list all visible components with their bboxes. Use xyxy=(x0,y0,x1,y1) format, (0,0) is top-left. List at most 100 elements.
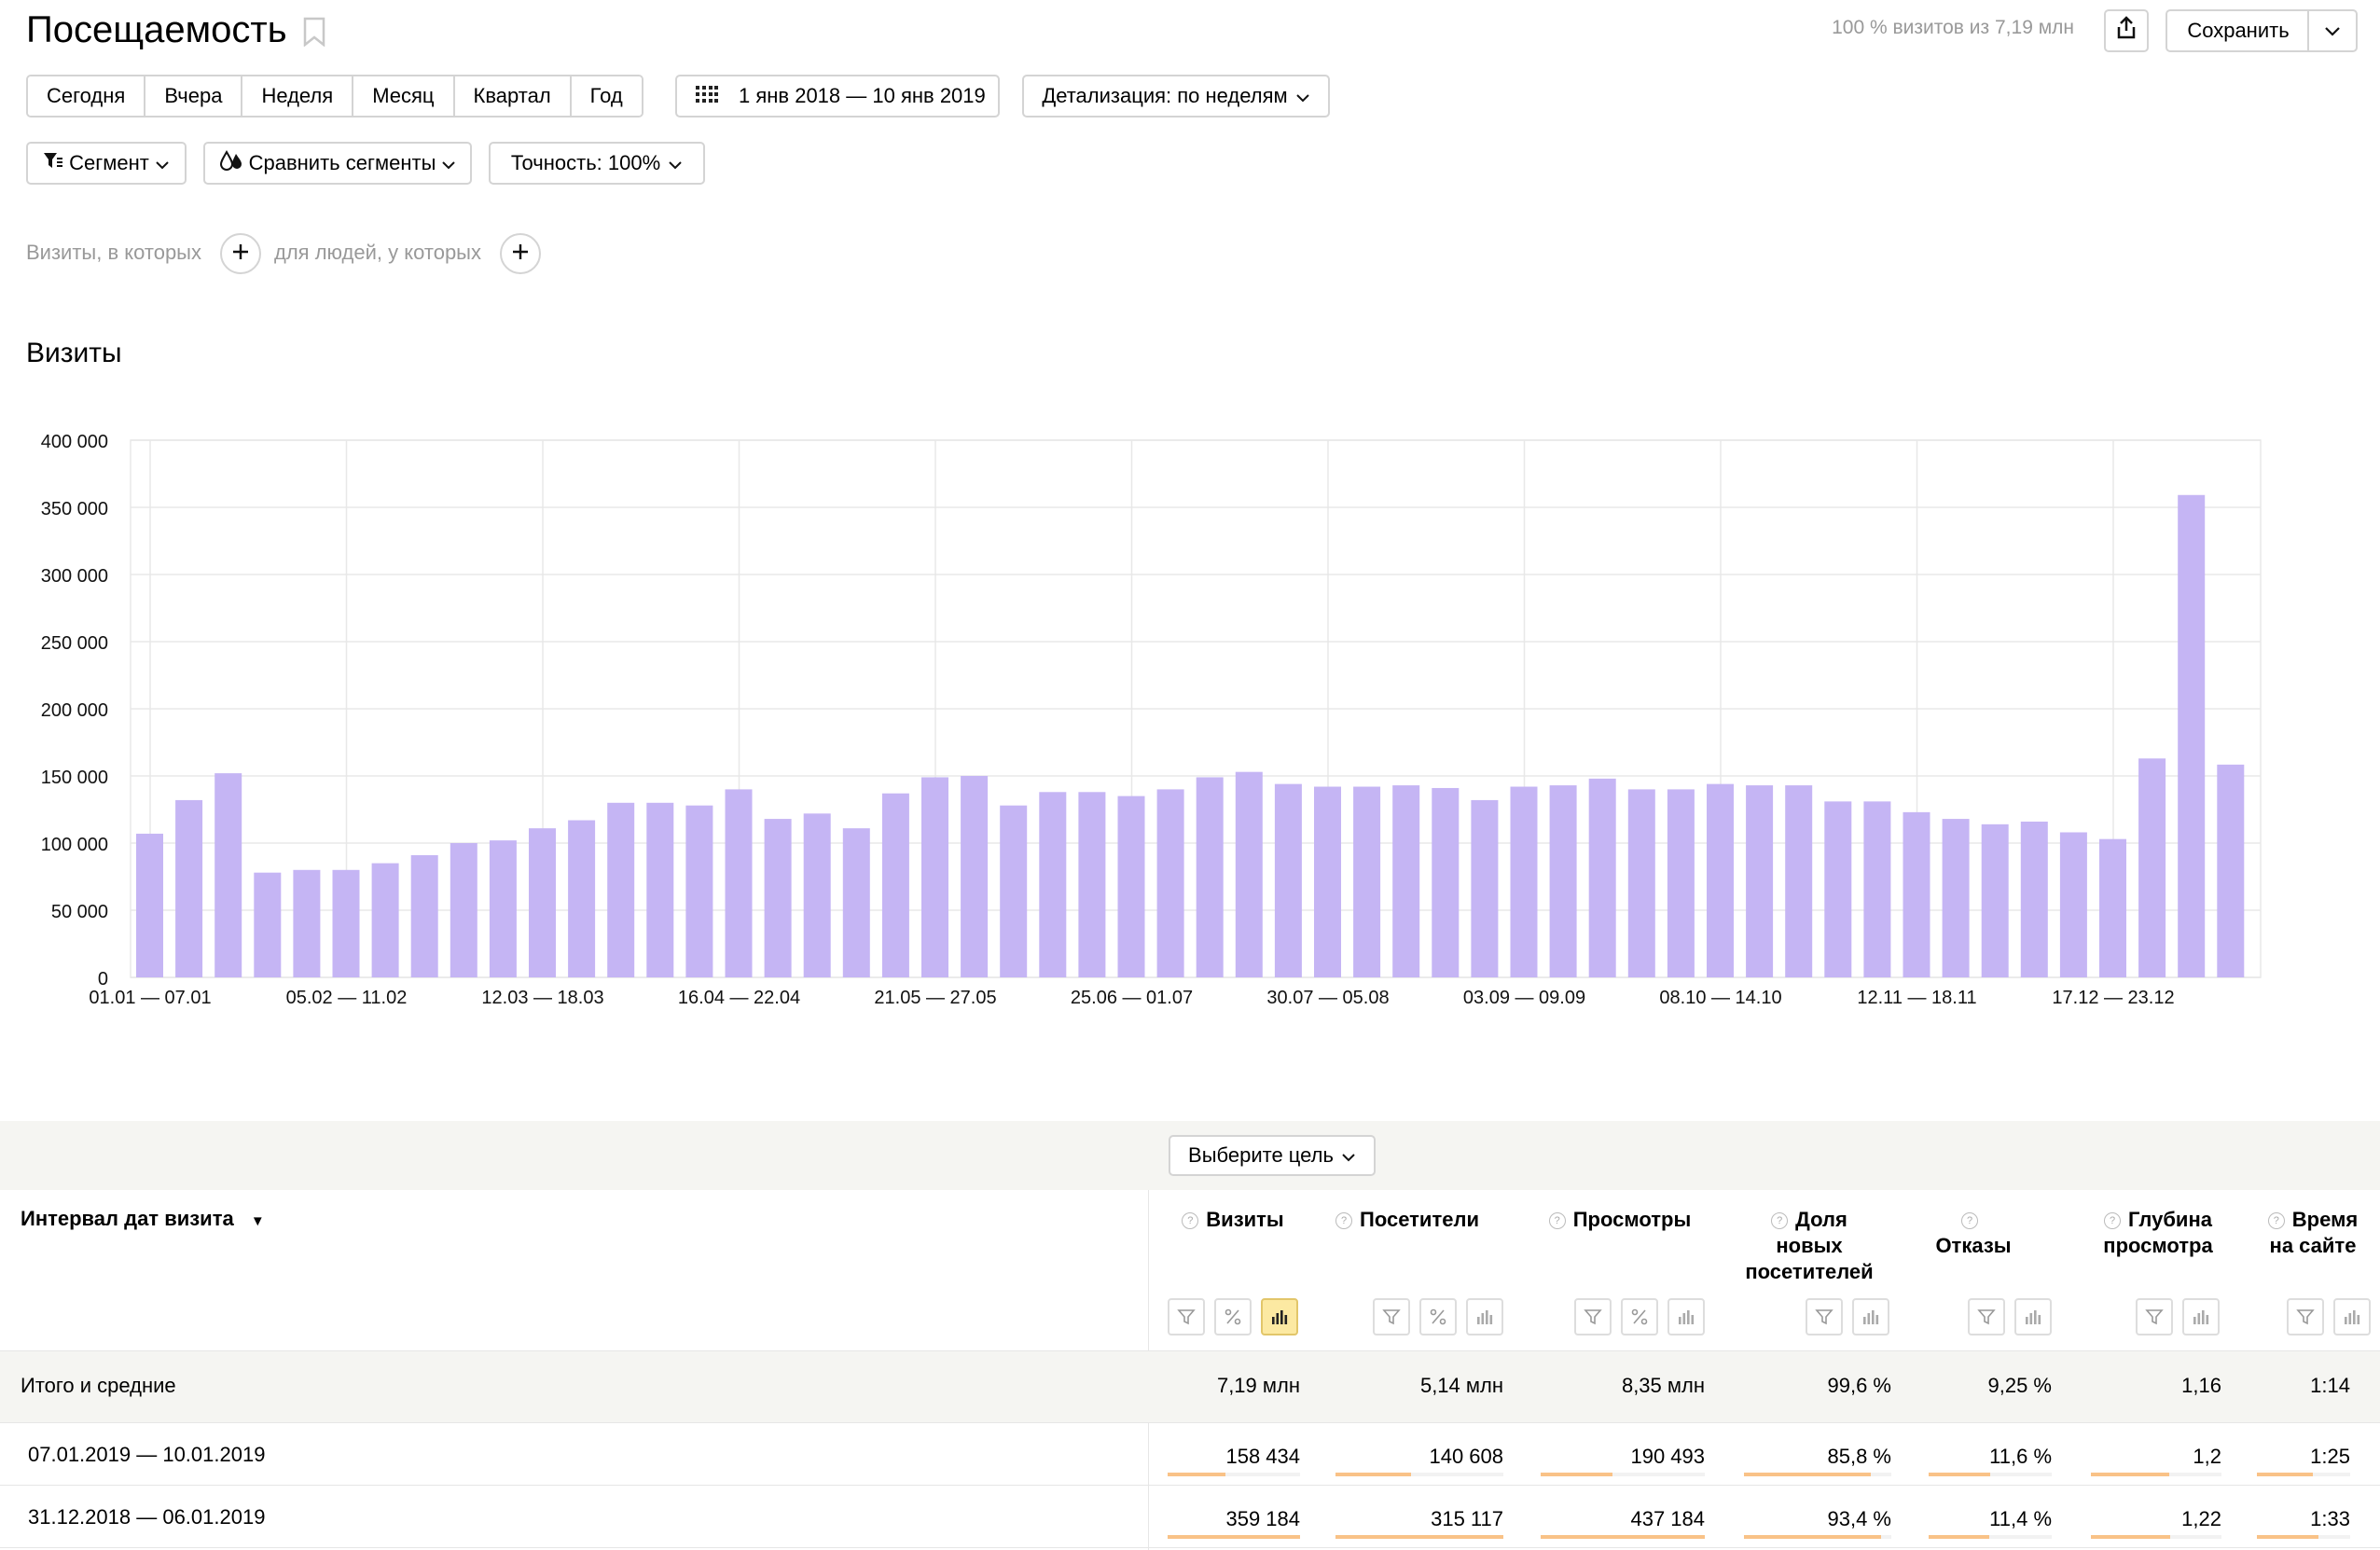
metric-header[interactable]: ? Просмотры xyxy=(1541,1207,1699,1233)
metric-header-label: Время xyxy=(2291,1208,2359,1231)
share-bar-fill xyxy=(2091,1473,2169,1476)
filter-icon[interactable] xyxy=(2136,1298,2173,1335)
y-tick-label: 150 000 xyxy=(41,768,108,788)
accuracy-dropdown[interactable]: Точность: 100% xyxy=(489,142,705,185)
metric-header[interactable]: ? Доля новых посетителей xyxy=(1735,1207,1884,1285)
period-today-button[interactable]: Сегодня xyxy=(28,76,145,116)
row-cell: 1,22 xyxy=(2181,1507,2221,1530)
row-cell: 158 434 xyxy=(1225,1445,1300,1468)
chart-bar xyxy=(1588,778,1616,977)
date-range-button[interactable]: 1 янв 2018 — 10 янв 2019 xyxy=(675,75,1000,118)
chart-bar xyxy=(1353,786,1381,977)
share-button[interactable] xyxy=(2104,9,2149,52)
y-tick-label: 50 000 xyxy=(51,902,108,922)
metric-header[interactable]: ? Время на сайте xyxy=(2257,1207,2369,1259)
plus-icon xyxy=(231,242,250,266)
chart-toggle-icon[interactable] xyxy=(1466,1298,1503,1335)
visits-chart[interactable]: 0 50 000 100 000 150 000 200 000 250 000 300 0… xyxy=(0,420,2380,1026)
chart-toggle-icon[interactable] xyxy=(2333,1298,2371,1335)
chart-bar xyxy=(175,799,203,977)
percent-icon[interactable] xyxy=(1214,1298,1252,1335)
metric-header-line: ? Визиты xyxy=(1177,1207,1289,1233)
table-row[interactable]: 07.01.2019 — 10.01.2019 158 434 140 608 190… xyxy=(0,1422,2380,1486)
save-button[interactable]: Сохранить xyxy=(2166,9,2309,52)
chart-bar xyxy=(332,869,360,977)
add-people-condition-button[interactable] xyxy=(500,233,541,274)
chart-toggle-icon[interactable] xyxy=(1667,1298,1705,1335)
percent-icon[interactable] xyxy=(1621,1298,1658,1335)
filter-icon[interactable] xyxy=(1373,1298,1410,1335)
date-range-label: 1 янв 2018 — 10 янв 2019 xyxy=(739,84,986,107)
chart-bar xyxy=(803,813,831,977)
x-tick-label: 08.10 — 14.10 xyxy=(1659,988,1781,1008)
filter-icon[interactable] xyxy=(1168,1298,1205,1335)
help-icon[interactable]: ? xyxy=(1548,1212,1566,1229)
chart-bar xyxy=(2099,838,2126,977)
detail-dropdown[interactable]: Детализация: по неделям xyxy=(1022,75,1330,118)
chart-toggle-icon[interactable] xyxy=(1261,1298,1298,1335)
row-cell: 190 493 xyxy=(1630,1445,1705,1468)
help-icon[interactable]: ? xyxy=(1182,1212,1199,1229)
help-icon[interactable]: ? xyxy=(1771,1212,1789,1229)
chart-bar xyxy=(1078,792,1106,977)
filter-icon[interactable] xyxy=(1968,1298,2005,1335)
metric-header-line: ? Время xyxy=(2257,1207,2369,1233)
chevron-down-icon xyxy=(1295,84,1310,108)
filter-icon[interactable] xyxy=(1574,1298,1612,1335)
metric-header-label: новых xyxy=(1776,1234,1843,1257)
chevron-down-icon xyxy=(1341,1143,1356,1168)
add-visit-condition-button[interactable] xyxy=(220,233,261,274)
metric-header[interactable]: ? Отказы xyxy=(1925,1207,2022,1259)
metric-header-label: на сайте xyxy=(2269,1234,2357,1257)
metric-header-line: ? Отказы xyxy=(1925,1207,2022,1259)
help-icon[interactable]: ? xyxy=(2104,1212,2122,1229)
table-row[interactable]: 31.12.2018 — 06.01.2019 359 184 315 117 437… xyxy=(0,1485,2380,1548)
period-quarter-button[interactable]: Квартал xyxy=(452,76,570,116)
help-icon[interactable]: ? xyxy=(2267,1212,2285,1229)
chart-bar xyxy=(1746,785,1774,977)
chart-bar xyxy=(1824,801,1852,977)
chart-bar xyxy=(136,833,163,977)
chart-toggle-icon[interactable] xyxy=(2182,1298,2220,1335)
period-yesterday-button[interactable]: Вчера xyxy=(144,76,242,116)
segment-dropdown[interactable]: Сегмент xyxy=(26,142,187,185)
help-icon[interactable]: ? xyxy=(1961,1212,1978,1229)
metric-header[interactable]: ? Глубина просмотра xyxy=(2089,1207,2227,1259)
share-bar xyxy=(1744,1473,1891,1476)
period-month-button[interactable]: Месяц xyxy=(352,76,453,116)
share-bar-fill xyxy=(1335,1473,1411,1476)
filter-icon[interactable] xyxy=(1806,1298,1843,1335)
period-week-button[interactable]: Неделя xyxy=(241,76,353,116)
metric-header[interactable]: ? Посетители xyxy=(1334,1207,1481,1233)
y-tick-label: 400 000 xyxy=(41,432,108,452)
y-tick-label: 100 000 xyxy=(41,835,108,855)
chart-bar xyxy=(842,828,870,977)
x-tick-label: 12.03 — 18.03 xyxy=(481,988,603,1008)
share-bar xyxy=(1335,1473,1503,1476)
chevron-down-icon xyxy=(2324,19,2341,43)
chart-toggle-icon[interactable] xyxy=(1852,1298,1889,1335)
chart-bar xyxy=(2217,764,2245,977)
row-cell: 315 117 xyxy=(1431,1507,1503,1530)
x-tick-label: 03.09 — 09.09 xyxy=(1463,988,1585,1008)
detail-label: Детализация: по неделям xyxy=(1042,84,1288,107)
compare-segments-dropdown[interactable]: Сравнить сегменты xyxy=(203,142,472,185)
share-bar xyxy=(1929,1473,2052,1476)
period-year-button[interactable]: Год xyxy=(569,76,642,116)
row-cell: 85,8 % xyxy=(1827,1445,1892,1468)
help-icon[interactable]: ? xyxy=(1335,1212,1353,1229)
chart-toggle-icon[interactable] xyxy=(2014,1298,2052,1335)
dimension-header[interactable]: Интервал дат визита ▼ xyxy=(21,1207,265,1231)
chart-bar xyxy=(961,776,989,977)
metric-header[interactable]: ? Визиты xyxy=(1177,1207,1289,1233)
filter-icon[interactable] xyxy=(2287,1298,2324,1335)
goal-dropdown[interactable]: Выберите цель xyxy=(1169,1135,1376,1176)
chart-bar xyxy=(529,828,556,977)
chart-bar xyxy=(1667,789,1695,977)
row-cell: 1:33 xyxy=(2310,1507,2350,1530)
percent-icon[interactable] xyxy=(1419,1298,1457,1335)
chart-bar xyxy=(1196,777,1224,977)
share-bar xyxy=(1168,1473,1300,1476)
bookmark-icon[interactable] xyxy=(302,17,326,48)
save-menu-button[interactable] xyxy=(2307,9,2358,52)
